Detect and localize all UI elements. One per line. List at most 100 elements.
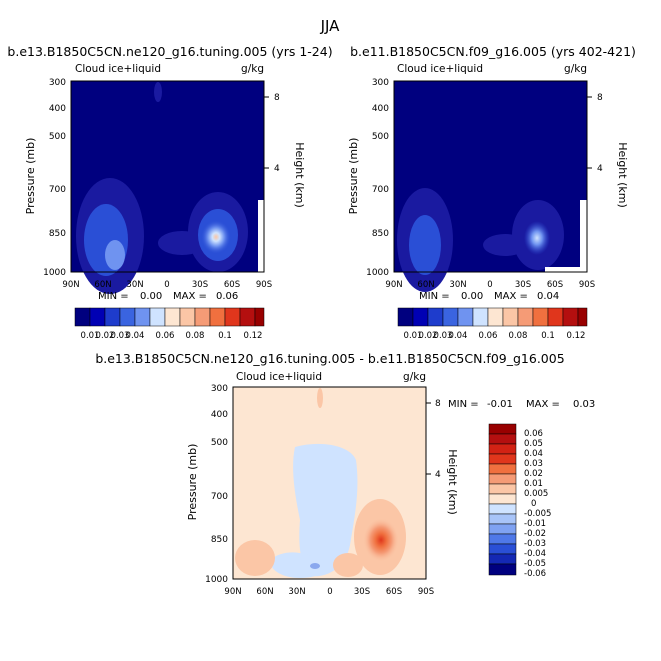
panel-2-units: g/kg — [564, 63, 587, 75]
panel-2-cb-label-2: 0.02 — [419, 331, 438, 341]
panel-diff-ytick-300: 300 — [211, 384, 228, 394]
panel-1-cb-label-1: 0.01 — [81, 331, 100, 341]
panel-diff-ylabel: Pressure (mb) — [186, 444, 199, 521]
panel-2-xtick-60S: 60S — [547, 280, 563, 290]
panel-1-xtick-90S: 90S — [256, 280, 272, 290]
page-title: JJA — [320, 17, 341, 35]
panel-diff-swatch-1 — [488, 423, 517, 435]
panel-2-swatch-13 — [577, 307, 588, 327]
panel-2-swatch-6 — [472, 307, 489, 327]
panel-1-ytick-500: 500 — [49, 132, 66, 142]
panel-1-frame — [70, 80, 265, 273]
panel-diff-ytick-1000: 1000 — [205, 575, 228, 585]
panel-diff-top-streak — [317, 388, 323, 408]
panel-2-colorbar: 0.01 0.02 0.03 0.04 0.06 0.08 0.1 0.12 — [397, 307, 588, 341]
panel-2-cb-label-1: 0.01 — [404, 331, 423, 341]
panel-1-ytick-400: 400 — [49, 104, 66, 114]
panel-2-title: b.e11.B1850C5CN.f09_g16.005 (yrs 402-421… — [350, 44, 636, 59]
panel-1-swatch-7 — [164, 307, 181, 327]
panel-2-swatch-7 — [487, 307, 504, 327]
panel-1-title: b.e13.B1850C5CN.ne120_g16.tuning.005 (yr… — [7, 44, 332, 59]
panel-2-xtick-30S: 30S — [515, 280, 531, 290]
panel-1-blob-top — [154, 82, 162, 102]
panel-2-y-tick-labels: 300 400 500 700 850 1000 — [366, 78, 389, 278]
panel-diff-minmax: MIN = -0.01 MAX = 0.03 — [448, 399, 595, 410]
panel-2-max-label: MAX = — [494, 291, 528, 302]
panel-diff-swatch-5 — [488, 463, 517, 475]
panel-diff-variable: Cloud ice+liquid — [236, 371, 322, 383]
panel-2-xtick-90S: 90S — [579, 280, 595, 290]
panel-diff-cb-label-9: -0.005 — [524, 509, 551, 519]
panel-2-swatch-8 — [502, 307, 519, 327]
panel-1-cb-label-4: 0.04 — [126, 331, 145, 341]
panel-diff-min-value: -0.01 — [487, 399, 513, 410]
panel-diff-cb-label-4: 0.03 — [524, 459, 543, 469]
panel-2-y2-tick-labels: 8 4 — [587, 93, 603, 174]
panel-2: b.e11.B1850C5CN.f09_g16.005 (yrs 402-421… — [347, 44, 636, 341]
panel-diff-swatch-4 — [488, 453, 517, 465]
panel-1-plot-area — [70, 80, 265, 294]
panel-2-ytick-400: 400 — [372, 104, 389, 114]
panel-1-x-tick-labels: 90N 60N 30N 0 30S 60S 90S — [62, 280, 272, 290]
panel-diff-y2tick-8: 8 — [435, 399, 441, 409]
panel-1-min-label: MIN = — [98, 291, 129, 302]
panel-1-xtick-30S: 30S — [192, 280, 208, 290]
panel-diff-cb-label-2: 0.05 — [524, 439, 543, 449]
panel-1-max-label: MAX = — [173, 291, 207, 302]
panel-1-xtick-60N: 60N — [94, 280, 111, 290]
panel-2-swatch-3 — [427, 307, 444, 327]
panel-2-y2tick-8: 8 — [597, 93, 603, 103]
panel-2-variable: Cloud ice+liquid — [397, 63, 483, 75]
panel-1-units: g/kg — [241, 63, 264, 75]
panel-diff-ytick-400: 400 — [211, 410, 228, 420]
panel-diff-swatch-10 — [488, 513, 517, 525]
panel-diff-negative-region — [293, 443, 358, 577]
panel-1-cb-label-3: 0.03 — [111, 331, 130, 341]
panel-2-missing-bottom — [545, 267, 587, 272]
panel-1-swatch-9 — [194, 307, 211, 327]
panel-2-max-value: 0.04 — [537, 291, 559, 302]
panel-1-min-value: 0.00 — [140, 291, 162, 302]
panel-1-cb-label-6: 0.08 — [186, 331, 205, 341]
panel-diff-cb-label-14: -0.05 — [524, 559, 546, 569]
panel-2-min-label: MIN = — [419, 291, 450, 302]
panel-1-xtick-90N: 90N — [62, 280, 79, 290]
panel-diff-swatch-12 — [488, 533, 517, 545]
panel-diff-cb-label-12: -0.03 — [524, 539, 546, 549]
panel-diff-swatch-11 — [488, 523, 517, 535]
panel-diff-cb-label-13: -0.04 — [524, 549, 546, 559]
panel-diff-xtick-90N: 90N — [224, 587, 241, 597]
panel-2-swatch-12 — [562, 307, 579, 327]
panel-2-minmax: MIN = 0.00 MAX = 0.04 — [419, 291, 559, 302]
panel-1-colorbar: 0.01 0.02 0.03 0.04 0.06 0.08 0.1 0.12 — [74, 307, 265, 341]
panel-2-xtick-90N: 90N — [385, 280, 402, 290]
panel-1-ytick-850: 850 — [49, 229, 66, 239]
panel-1-y2tick-8: 8 — [274, 93, 280, 103]
panel-diff-cb-label-11: -0.02 — [524, 529, 546, 539]
panel-1-ytick-1000: 1000 — [43, 268, 66, 278]
panel-2-ytick-700: 700 — [372, 185, 389, 195]
panel-diff-min-label: MIN = — [448, 399, 479, 410]
panel-diff-ytick-850: 850 — [211, 535, 228, 545]
panel-2-xtick-30N: 30N — [449, 280, 466, 290]
panel-1-minmax: MIN = 0.00 MAX = 0.06 — [98, 291, 238, 302]
panel-2-cb-label-4: 0.04 — [449, 331, 468, 341]
panel-2-swatch-5 — [457, 307, 474, 327]
panel-1-cb-label-2: 0.02 — [96, 331, 115, 341]
panel-2-y2label: Height (km) — [616, 142, 629, 208]
panel-1-xtick-60S: 60S — [224, 280, 240, 290]
panel-1-y2-tick-labels: 8 4 — [264, 93, 280, 174]
panel-diff-swatch-6 — [488, 473, 517, 485]
panel-2-missing-region — [580, 200, 587, 272]
panel-2-ytick-500: 500 — [372, 132, 389, 142]
panel-1-swatch-1 — [74, 307, 91, 327]
panel-diff-swatch-9 — [488, 503, 517, 515]
panel-diff-swatch-2 — [488, 433, 517, 445]
panel-1-swatch-2 — [89, 307, 106, 327]
panel-2-blob-northern-core — [409, 215, 441, 275]
panel-2-ylabel: Pressure (mb) — [347, 138, 360, 215]
panel-diff-swatch-7 — [488, 483, 517, 495]
panel-diff-positive-southern-core — [363, 518, 399, 562]
panel-2-swatch-4 — [442, 307, 459, 327]
